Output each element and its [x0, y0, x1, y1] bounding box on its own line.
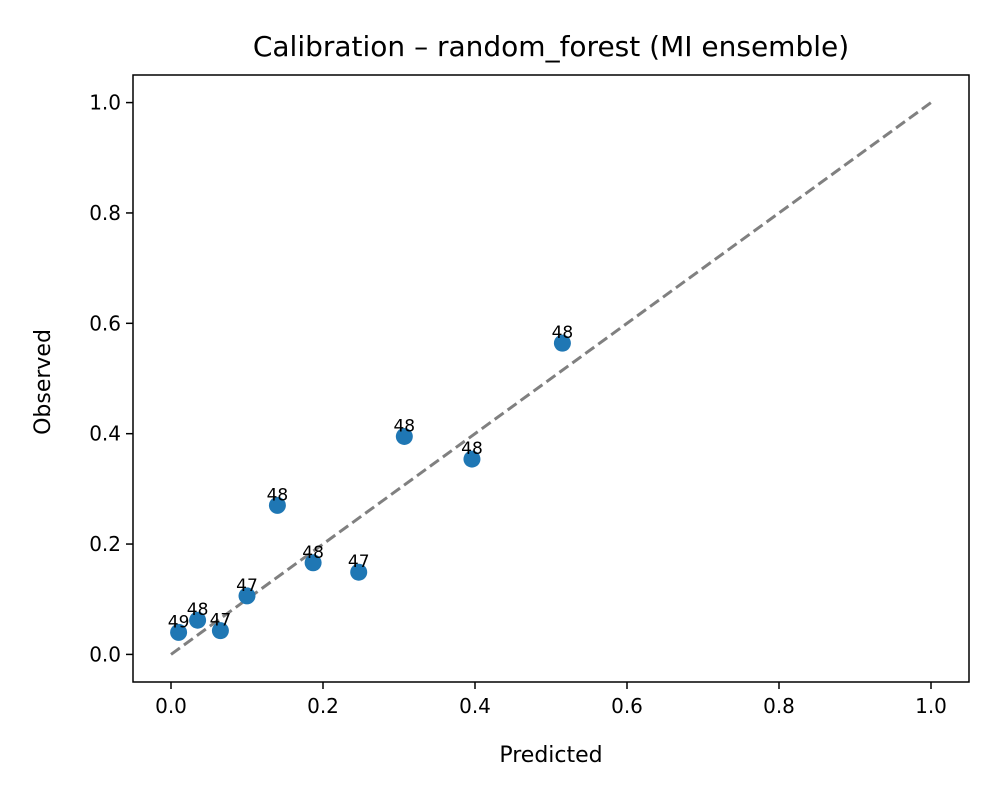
data-point-6 — [304, 554, 322, 572]
data-point-10 — [553, 334, 571, 352]
x-tick-label-2: 0.2 — [307, 694, 339, 718]
y-tick-label-3: 0.4 — [89, 422, 121, 446]
data-label-10: 48 — [552, 323, 574, 343]
data-point-7 — [350, 563, 368, 581]
data-label-8: 48 — [393, 416, 415, 436]
data-label-4: 47 — [236, 576, 258, 596]
data-point-8 — [395, 427, 413, 445]
data-point-2 — [189, 611, 207, 629]
y-axis-label: Observed — [31, 329, 56, 435]
reference-diagonal-line — [170, 101, 932, 656]
data-label-2: 48 — [187, 600, 209, 620]
y-tick-label-1: 0.0 — [89, 642, 121, 666]
data-point-1 — [170, 623, 188, 641]
plot-frame — [132, 74, 970, 683]
data-point-9 — [463, 450, 481, 468]
x-tick-label-6: 1.0 — [915, 694, 947, 718]
data-label-3: 47 — [210, 611, 232, 631]
data-label-7: 47 — [348, 552, 370, 572]
y-tick-label-6: 1.0 — [89, 91, 121, 115]
data-point-3 — [211, 622, 229, 640]
data-point-4 — [238, 587, 256, 605]
data-label-6: 48 — [302, 543, 324, 563]
x-axis-label: Predicted — [499, 743, 602, 768]
data-point-5 — [268, 496, 286, 514]
x-tick-label-3: 0.4 — [459, 694, 491, 718]
chart-title: Calibration – random_forest (MI ensemble… — [253, 30, 849, 63]
data-label-1: 49 — [168, 612, 190, 632]
x-tick-label-1: 0.0 — [155, 694, 187, 718]
x-tick-label-4: 0.6 — [611, 694, 643, 718]
x-tick-label-5: 0.8 — [763, 694, 795, 718]
data-label-9: 48 — [461, 439, 483, 459]
y-tick-label-5: 0.8 — [89, 201, 121, 225]
y-tick-label-4: 0.6 — [89, 311, 121, 335]
data-label-5: 48 — [267, 485, 289, 505]
y-tick-label-2: 0.2 — [89, 532, 121, 556]
